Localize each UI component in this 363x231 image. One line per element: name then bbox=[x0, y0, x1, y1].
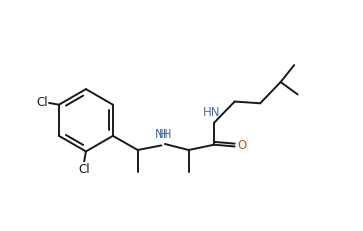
Text: Cl: Cl bbox=[78, 163, 90, 176]
Text: NH: NH bbox=[154, 128, 172, 141]
Text: O: O bbox=[237, 139, 247, 152]
Text: HN: HN bbox=[203, 106, 220, 119]
Text: H: H bbox=[159, 128, 168, 141]
Text: Cl: Cl bbox=[36, 96, 48, 109]
